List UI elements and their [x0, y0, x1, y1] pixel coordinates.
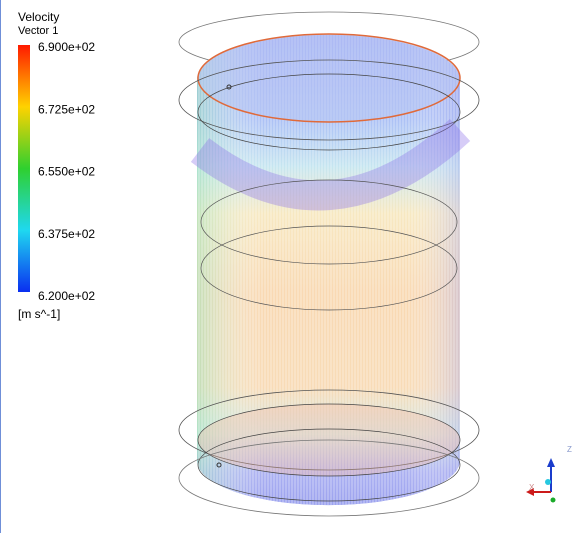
legend-tick-label: 6.900e+02 [38, 40, 95, 54]
color-bar [18, 45, 30, 292]
legend-subtitle: Vector 1 [18, 25, 58, 37]
legend-unit: [m s^-1] [18, 307, 60, 321]
legend-ticks: 6.900e+02 6.725e+02 6.550e+02 6.375e+02 6.20… [38, 40, 95, 303]
scene: Velocity Vector 1 6.900e+02 6.725e+02 6.55… [0, 0, 582, 533]
x-label: X [529, 483, 535, 492]
z-arrow [547, 458, 555, 467]
legend-title: Velocity [18, 10, 59, 24]
legend-tick-label: 6.725e+02 [38, 102, 95, 116]
viewer: Velocity Vector 1 6.900e+02 6.725e+02 6.55… [0, 0, 582, 533]
y-axis [551, 498, 556, 503]
top-face [198, 34, 460, 122]
origin-sphere [545, 479, 551, 485]
legend-tick-label: 6.200e+02 [38, 289, 95, 303]
axis-triad: Z X [526, 445, 572, 503]
legend-tick-label: 6.550e+02 [38, 165, 95, 179]
cylinder [179, 12, 479, 516]
z-label: Z [567, 445, 572, 454]
legend-tick-label: 6.375e+02 [38, 227, 95, 241]
